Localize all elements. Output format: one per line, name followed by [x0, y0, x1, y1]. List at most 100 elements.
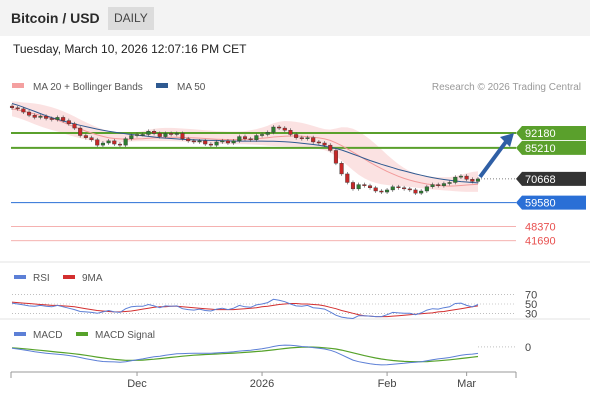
candle — [95, 139, 100, 146]
macd-signal-legend-label: MACD Signal — [95, 330, 155, 341]
candle — [299, 137, 304, 139]
period-badge[interactable]: DAILY — [108, 7, 154, 30]
level-box-85210 — [516, 140, 586, 155]
legend-swatch-1 — [156, 83, 168, 88]
candle — [38, 116, 43, 118]
candle — [44, 116, 49, 119]
candle — [294, 134, 299, 138]
rsi-tick-30: 30 — [525, 308, 537, 320]
bollinger-band — [12, 101, 478, 192]
candle — [180, 133, 185, 139]
price-panel: 92180 85210 70668 59580 48370 41690 — [0, 101, 590, 320]
rsi-line — [11, 298, 479, 320]
candle — [197, 140, 202, 143]
candle — [237, 136, 242, 142]
legend-label-1: MA 50 — [177, 82, 206, 93]
candle — [225, 140, 230, 144]
candle — [436, 184, 441, 186]
macd-line — [11, 344, 479, 366]
ma50-line — [11, 103, 479, 184]
candle — [367, 185, 373, 189]
candle — [134, 134, 140, 136]
level-box-92180 — [516, 126, 586, 141]
candle — [174, 133, 179, 135]
level-box-70668 — [516, 171, 586, 186]
x-tick-label-2026: 2026 — [250, 378, 274, 390]
candle — [350, 182, 356, 190]
level-label-41690: 41690 — [525, 236, 556, 248]
candle — [254, 135, 259, 141]
candle — [9, 105, 15, 108]
candle — [72, 123, 77, 129]
candle — [424, 186, 429, 192]
copyright-text: Research © 2026 Trading Central — [432, 82, 581, 93]
candle — [385, 189, 390, 193]
candle — [152, 131, 157, 134]
macd-tick-0: 0 — [525, 342, 531, 354]
candle — [265, 132, 270, 135]
candle — [430, 184, 435, 187]
candle — [191, 140, 196, 143]
candle — [379, 190, 384, 193]
rsi-ma-legend-label: 9MA — [82, 273, 103, 284]
instrument-title: Bitcoin / USD — [11, 10, 100, 26]
forecast-arrow — [478, 137, 510, 179]
level-label-70668: 70668 — [525, 174, 556, 186]
rsi-legend-swatch — [14, 275, 26, 279]
x-tick-label-Feb: Feb — [378, 378, 397, 390]
legend-swatch-0 — [12, 83, 24, 88]
rsi-legend-label: RSI — [33, 273, 50, 284]
candle — [208, 143, 213, 146]
x-tick-label-Mar: Mar — [457, 378, 476, 390]
rsi-tick-70: 70 — [525, 290, 537, 302]
candle — [248, 138, 253, 141]
candle — [129, 135, 134, 139]
candle — [322, 142, 327, 146]
chart-header: Bitcoin / USD DAILY — [0, 0, 590, 36]
candle — [402, 187, 407, 190]
candle — [66, 120, 71, 124]
level-label-48370: 48370 — [525, 221, 556, 233]
candle — [316, 141, 321, 144]
candle — [140, 134, 145, 136]
candle — [117, 143, 123, 146]
candle — [27, 111, 32, 116]
candle — [186, 138, 191, 142]
candle — [419, 190, 424, 194]
rsi-ma-line — [11, 301, 479, 318]
candle — [163, 133, 168, 137]
candle — [453, 176, 458, 183]
candle — [214, 141, 219, 146]
candle — [112, 140, 117, 145]
macd-legend-swatch — [14, 332, 26, 336]
macd-panel: MACD MACD Signal 0 — [11, 330, 531, 366]
level-box-59580 — [516, 195, 586, 210]
candle — [260, 134, 265, 136]
macd-signal-line — [11, 346, 479, 363]
candle — [470, 179, 475, 182]
candle — [345, 173, 350, 183]
x-axis: Dec 2026 Feb Mar — [10, 371, 517, 390]
rsi-tick-50: 50 — [525, 299, 537, 311]
candle — [21, 108, 26, 113]
candle — [475, 178, 481, 182]
candle — [220, 140, 225, 143]
macd-signal-legend-swatch — [76, 332, 88, 336]
x-tick-label-Dec: Dec — [127, 378, 147, 390]
candle — [282, 127, 287, 131]
candle — [55, 117, 60, 120]
candle — [333, 150, 338, 164]
candle — [441, 183, 446, 186]
candle — [61, 117, 66, 121]
rsi-ma-legend-swatch — [63, 275, 75, 279]
candle — [271, 126, 276, 133]
candle — [242, 136, 248, 139]
candle — [100, 142, 105, 146]
candle — [203, 140, 208, 145]
candle — [458, 175, 463, 178]
candle — [464, 175, 469, 180]
candle — [311, 137, 316, 143]
candle — [362, 184, 367, 186]
